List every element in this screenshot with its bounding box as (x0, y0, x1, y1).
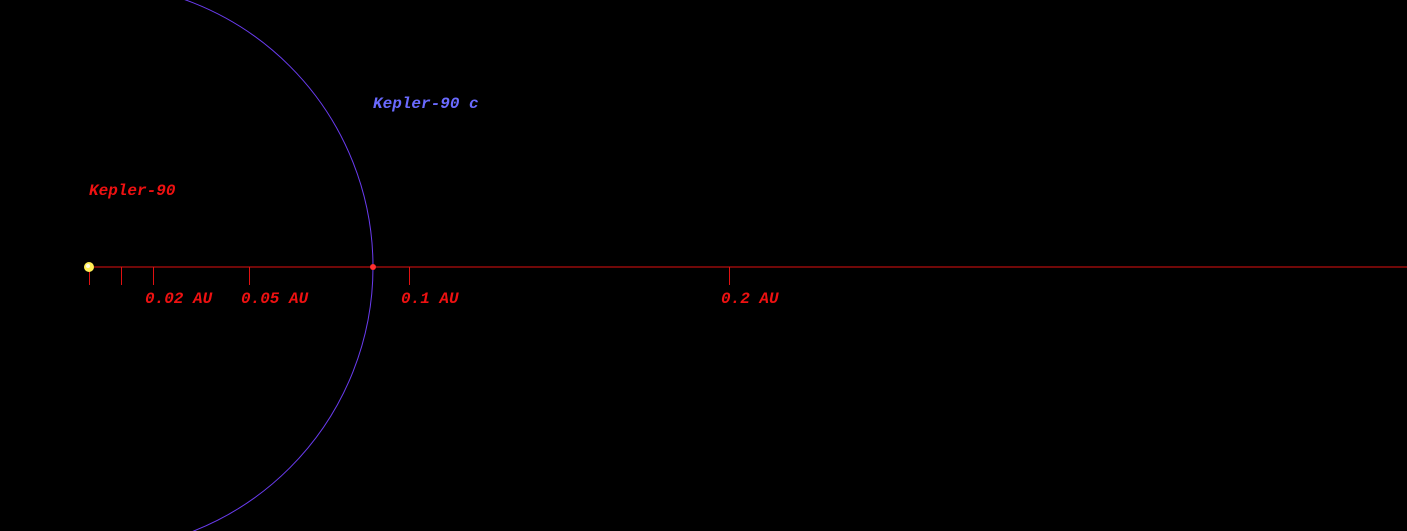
star-label: Kepler-90 (89, 182, 176, 200)
star-highlight (86, 264, 90, 268)
planet (370, 264, 376, 270)
tick-label: 0.05 AU (241, 290, 309, 308)
tick-label: 0.1 AU (401, 290, 459, 308)
tick-label: 0.02 AU (145, 290, 213, 308)
planet-label: Kepler-90 c (373, 95, 479, 113)
scale-ticks (89, 267, 730, 285)
tick-label: 0.2 AU (721, 290, 779, 308)
